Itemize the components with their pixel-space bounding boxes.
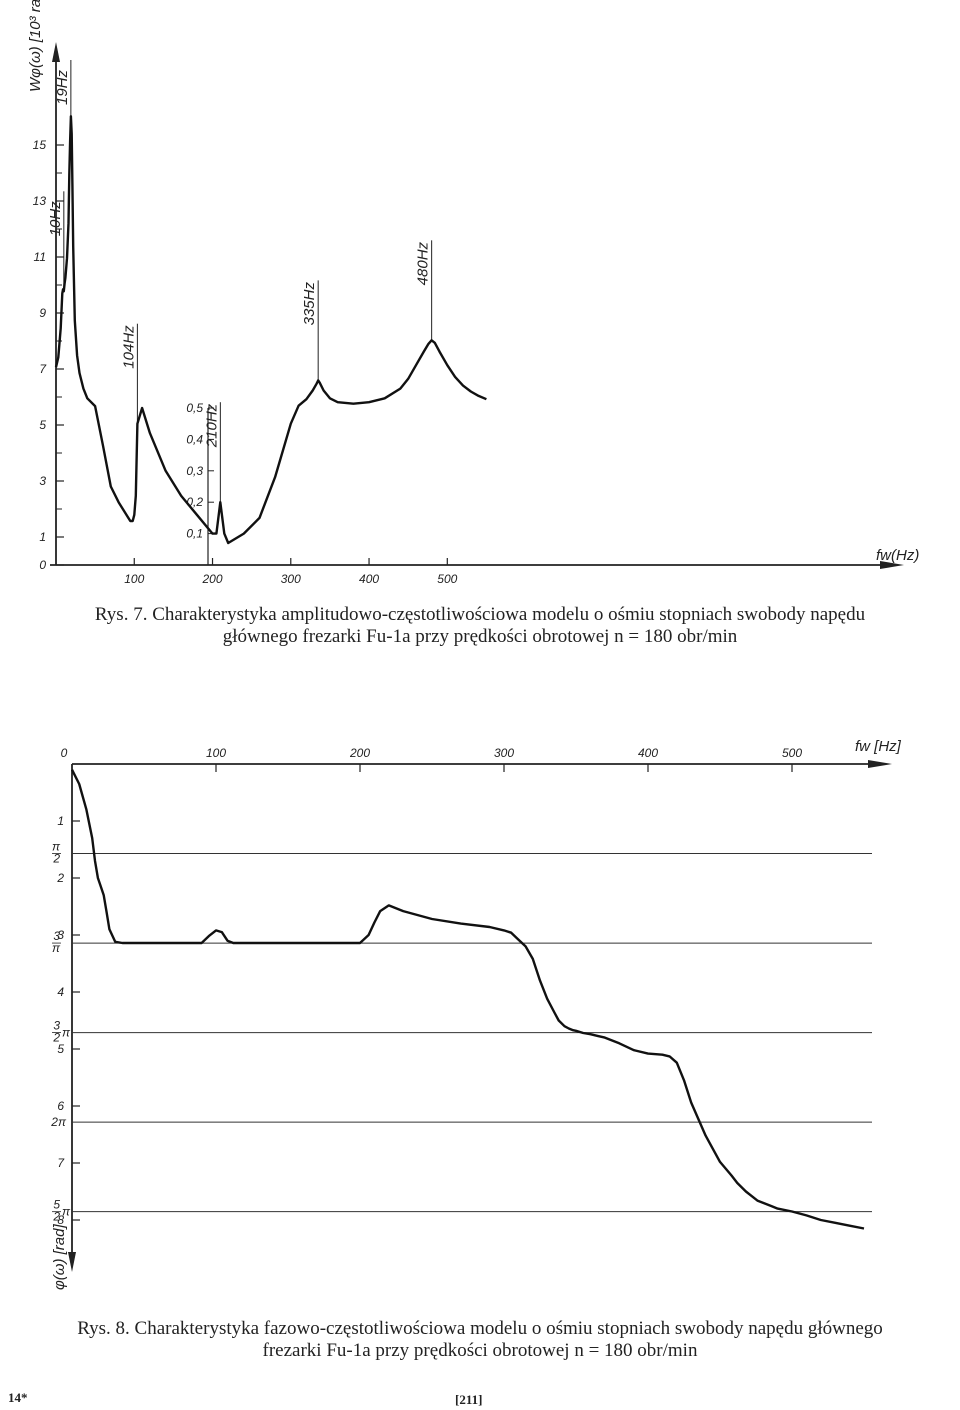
phase-y-tick-label: 5 (57, 1042, 64, 1056)
amp-peak-label: 19Hz (54, 69, 71, 105)
phase-y-tick-label: 1 (57, 814, 64, 828)
amp-y-tick-label: 13 (33, 194, 47, 208)
amp-inset-tick-label: 0,1 (186, 527, 203, 541)
amp-y-tick-label: 5 (39, 418, 46, 432)
phase-ref-label-num: 3 (53, 929, 60, 943)
amp-peak-label: 10Hz (47, 201, 64, 237)
phase-ref-label-den: 2 (52, 852, 60, 866)
amp-x-arrow (880, 561, 904, 569)
amp-y-label: Wφ(ω) [10³ rad/kGm] (27, 0, 44, 92)
phase-y-tick-label: 6 (57, 1099, 64, 1113)
amp-y-tick-label: 0 (39, 558, 46, 572)
phase-ref-label-num: 3 (53, 1019, 60, 1033)
phase-curve (70, 769, 865, 1230)
phase-x-arrow (868, 760, 892, 768)
amp-x-tick-label: 200 (202, 572, 223, 586)
phase-ref-label-den: 2 (52, 1031, 60, 1045)
phase-y-label: φ(ω) [rad] (51, 1224, 68, 1290)
page-number: [211] (455, 1392, 483, 1407)
phase-y-tick-label: 3 (57, 928, 64, 942)
amp-x-tick-label: 300 (281, 572, 301, 586)
phase-y-tick-label: 7 (57, 1156, 65, 1170)
phase-ref-label-den: 2 (52, 1210, 60, 1224)
amp-y-arrow (52, 42, 60, 62)
phase-x-tick-label: 500 (782, 746, 802, 760)
phase-x-tick-label: 0 (61, 746, 68, 760)
amp-x-tick-label: 500 (437, 572, 457, 586)
amp-x-tick-label: 100 (124, 572, 144, 586)
phase-x-tick-label: 100 (206, 746, 226, 760)
figure7-caption-line1: Rys. 7. Charakterystyka amplitudowo-częs… (94, 604, 866, 625)
amp-peak-label: 480Hz (415, 241, 432, 285)
phase-ref-label-num: 5 (53, 1198, 60, 1212)
phase-y-arrow (68, 1252, 76, 1272)
phase-ref-label: 2π (50, 1115, 67, 1129)
phase-ref-label-num: π (52, 840, 61, 854)
phase-x-tick-label: 300 (494, 746, 514, 760)
phase-x-label: fw [Hz] (855, 738, 902, 755)
phase-y-tick-label: 2 (56, 871, 64, 885)
phase-y-tick-label: 8 (57, 1213, 64, 1227)
amp-y-tick-label: 9 (39, 306, 46, 320)
phase-y-tick-label: 4 (57, 985, 64, 999)
amp-x-tick-label: 400 (359, 572, 379, 586)
amp-y-tick-label: 11 (34, 250, 46, 264)
amp-peak-label: 210Hz (203, 403, 220, 448)
phase-x-tick-label: 400 (638, 746, 658, 760)
phase-ref-label-suffix: π (62, 1205, 71, 1219)
amp-inset-tick-label: 0,4 (186, 432, 203, 446)
phase-ref-label-suffix: π (62, 1026, 71, 1040)
amp-x-label: fw(Hz) (876, 547, 919, 564)
amp-inset-tick-label: 0,5 (186, 401, 203, 415)
phase-x-tick-label: 200 (349, 746, 370, 760)
footer-left: 14* (8, 1390, 28, 1405)
figure8-caption-line1: Rys. 8. Charakterystyka fazowo-częstotli… (77, 1318, 883, 1339)
amp-y-tick-label: 7 (39, 362, 47, 376)
figure8-caption-line2: frezarki Fu-1a przy prędkości obrotowej … (262, 1340, 698, 1361)
amp-peak-label: 335Hz (301, 282, 318, 326)
amplitude-curve (54, 115, 487, 545)
figure7-caption-line2: głównego frezarki Fu-1a przy prędkości o… (222, 626, 738, 647)
amp-y-tick-label: 15 (33, 138, 47, 152)
amp-inset-tick-label: 0,3 (186, 464, 203, 478)
amp-y-tick-label: 3 (39, 474, 46, 488)
amp-y-tick-label: 1 (39, 530, 46, 544)
phase-ref-label-den: π (52, 941, 61, 955)
amp-peak-label: 104Hz (120, 325, 137, 369)
